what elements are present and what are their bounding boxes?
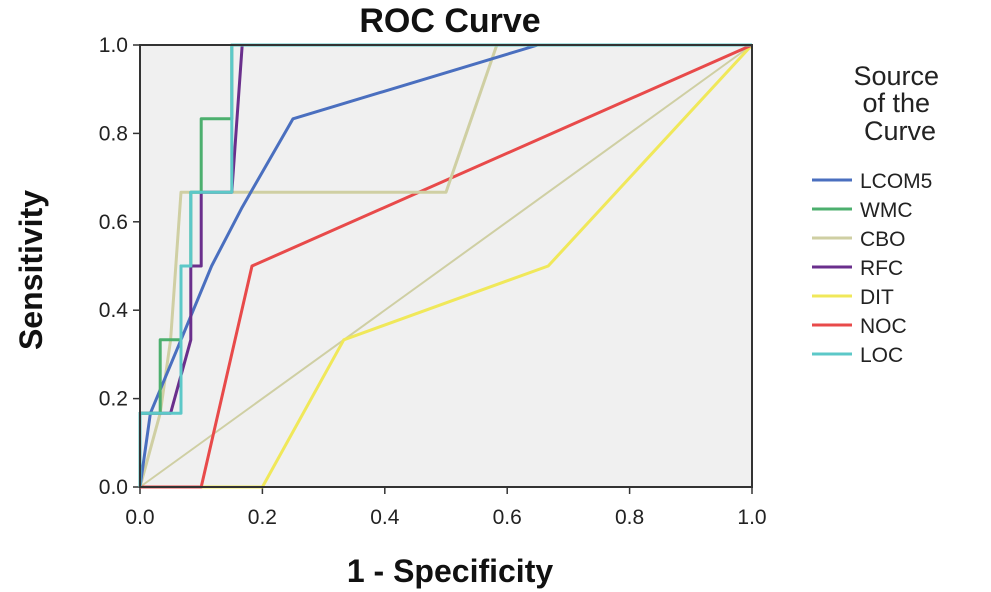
legend-label-loc: LOC — [860, 344, 903, 367]
legend-label-noc: NOC — [860, 315, 907, 338]
y-tick-label: 0.8 — [99, 122, 128, 145]
legend: Source of the Curve LCOM5 WMC CBO RFC DIT NOC… — [812, 61, 946, 367]
y-tick-label: 0.2 — [99, 388, 128, 411]
legend-label-dit: DIT — [860, 286, 894, 309]
legend-title: Source of the Curve — [853, 61, 946, 146]
series-line-lcom5 — [138, 43, 752, 488]
plot-area: 0.0 0.2 0.4 0.6 0.8 1.0 0.0 0.2 0.4 0.6 0.8 1.0 — [99, 34, 767, 529]
legend-label-rfc: RFC — [860, 257, 903, 280]
x-tick-label: 0.2 — [248, 506, 277, 529]
legend-label-cbo: CBO — [860, 228, 906, 251]
plot-frame — [139, 44, 753, 488]
legend-label-lcom5: LCOM5 — [860, 170, 932, 193]
x-tick-label: 1.0 — [737, 506, 766, 529]
y-tick-label: 1.0 — [99, 34, 128, 57]
x-axis-label: 1 - Specificity — [347, 553, 554, 589]
x-tick-label: 0.0 — [125, 506, 154, 529]
reference-diagonal — [139, 44, 753, 488]
y-tick-label: 0.0 — [99, 476, 128, 499]
x-tick-label: 0.6 — [493, 506, 522, 529]
y-tick-label: 0.6 — [99, 211, 128, 234]
y-axis-label: Sensitivity — [13, 190, 49, 350]
series-line-loc — [138, 43, 752, 487]
x-tick-label: 0.8 — [615, 506, 644, 529]
legend-label-wmc: WMC — [860, 199, 912, 222]
y-tick-label: 0.4 — [99, 299, 129, 322]
chart-title: ROC Curve — [359, 2, 540, 40]
x-tick-label: 0.4 — [370, 506, 400, 529]
